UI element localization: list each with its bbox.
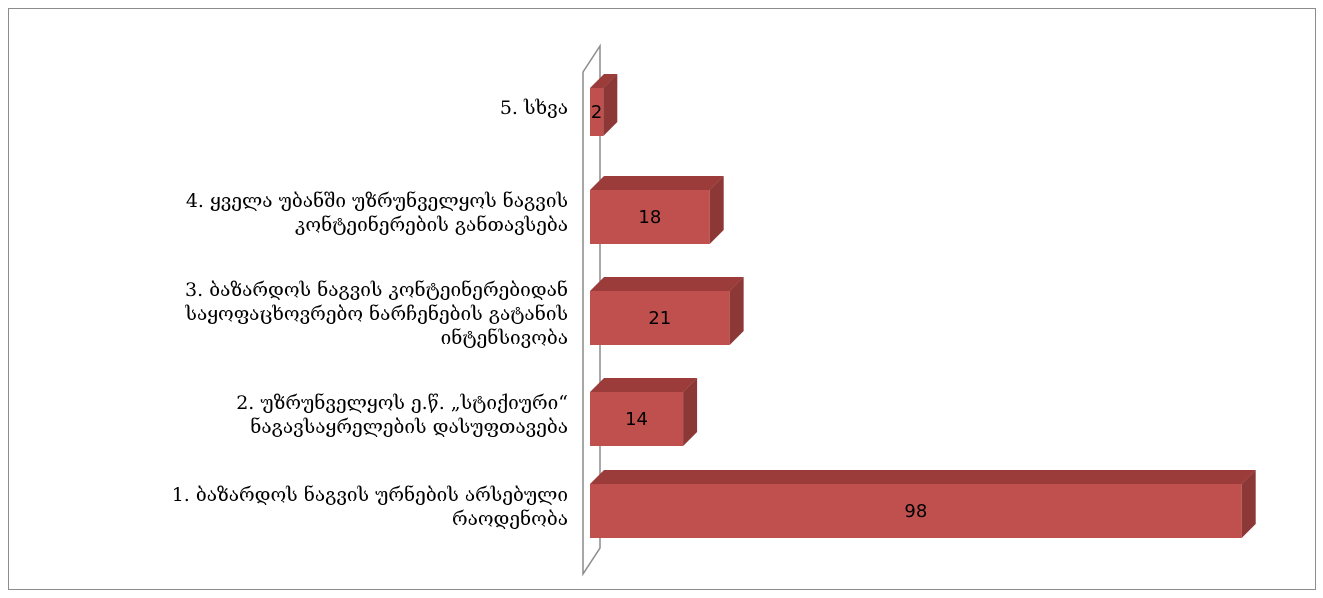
- bar-front-face: [590, 190, 710, 244]
- category-label-line: 2. უზრუნველყოს ე.წ. „სტიქიური“: [236, 392, 568, 414]
- category-label-4: 4. ყველა უბანში უზრუნველყოს ნაგვის კონტეი…: [8, 189, 568, 237]
- bar-5: 2: [590, 74, 618, 136]
- data-label: 2: [591, 102, 602, 123]
- bar-side-face: [603, 74, 618, 136]
- category-label-2: 2. უზრუნველყოს ე.წ. „სტიქიური“ ნაგავსაყრე…: [8, 391, 568, 439]
- category-label-text: 3. ბაზარდოს ნაგვის კონტეინერებიდან საყოფა…: [185, 278, 568, 350]
- bar-top-face: [590, 378, 698, 392]
- chart-frame: [8, 8, 1316, 590]
- bar-top-face: [590, 277, 744, 291]
- category-label-line: კონტეინერების განთავსება: [295, 214, 568, 236]
- category-label-line: 1. ბაზარდოს ნაგვის ურნების არსებული: [171, 484, 568, 506]
- bar-front-face: [590, 484, 1242, 538]
- category-label-text: 1. ბაზარდოს ნაგვის ურნების არსებული რაოდე…: [172, 483, 568, 531]
- bar-1: 98: [590, 470, 1256, 538]
- category-label-line: 3. ბაზარდოს ნაგვის კონტეინერებიდან: [185, 279, 568, 301]
- data-label: 21: [648, 308, 671, 329]
- category-label-text: 5. სხვა: [500, 96, 568, 120]
- category-label-5: 5. სხვა: [8, 96, 568, 120]
- category-label-line: 5. სხვა: [499, 97, 568, 119]
- bar-front-face: [590, 392, 684, 446]
- category-label-line: ნაგავსაყრელების დასუფთავება: [250, 416, 568, 438]
- category-label-3: 3. ბაზარდოს ნაგვის კონტეინერებიდან საყოფა…: [8, 278, 568, 350]
- bar-side-face: [683, 378, 698, 446]
- category-label-line: 4. ყველა უბანში უზრუნველყოს ნაგვის: [185, 190, 568, 212]
- category-label-text: 4. ყველა უბანში უზრუნველყოს ნაგვის კონტეი…: [186, 189, 568, 237]
- bar-top-face: [590, 74, 618, 88]
- bar-top-face: [590, 176, 724, 190]
- bar-top-face: [590, 470, 1256, 484]
- category-label-line: ინტენსივობა: [440, 327, 568, 349]
- bar-side-face: [709, 176, 724, 244]
- bar-front-face: [590, 88, 604, 136]
- data-label: 14: [625, 409, 648, 430]
- bar-side-face: [1241, 470, 1256, 538]
- data-label: 18: [638, 207, 661, 228]
- bar-2: 14: [590, 378, 698, 446]
- bar-side-face: [729, 277, 744, 345]
- category-label-text: 2. უზრუნველყოს ე.წ. „სტიქიური“ ნაგავსაყრე…: [236, 391, 568, 439]
- category-label-line: რაოდენობა: [451, 508, 568, 530]
- bar-4: 18: [590, 176, 724, 244]
- bar-3: 21: [590, 277, 744, 345]
- bar-front-face: [590, 291, 730, 345]
- category-label-line: საყოფაცხოვრებო ნარჩენების გატანის: [185, 303, 568, 325]
- category-label-1: 1. ბაზარდოს ნაგვის ურნების არსებული რაოდე…: [8, 483, 568, 531]
- data-label: 98: [904, 501, 927, 522]
